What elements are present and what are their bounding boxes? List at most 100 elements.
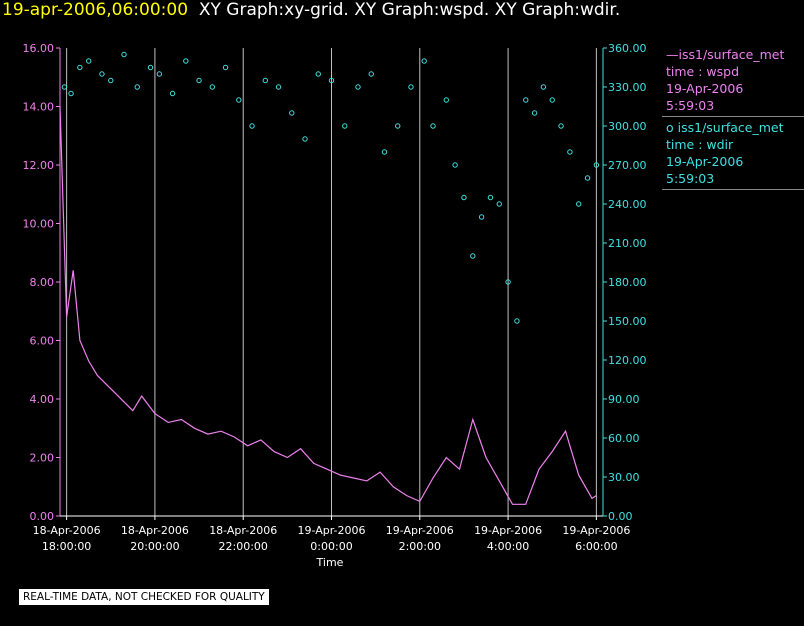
legend: —iss1/surface_met time : wspd 19-Apr-200… <box>662 44 804 190</box>
wdir-point <box>262 77 268 84</box>
wdir-point <box>328 77 335 84</box>
wdir-point <box>408 84 414 90</box>
chart-title: 19-apr-2006,06:00:00 XY Graph:xy-grid. X… <box>2 0 620 20</box>
wdir-point <box>452 162 458 168</box>
y-right-tick-label: 150.00 <box>608 315 647 328</box>
wdir-point <box>147 64 154 71</box>
x-tick-label-date: 19-Apr-2006 <box>562 524 630 537</box>
y-right-tick-label: 270.00 <box>608 159 647 172</box>
wdir-point <box>549 97 555 103</box>
y-right-tick-label: 300.00 <box>608 120 647 133</box>
wdir-point <box>505 279 511 285</box>
wdir-point <box>85 58 92 64</box>
legend-wspd-var: time : wspd <box>666 64 740 79</box>
y-left-tick-label: 4.00 <box>30 393 55 406</box>
wdir-point <box>315 71 321 77</box>
wdir-point <box>395 123 401 129</box>
y-right-tick-label: 60.00 <box>608 432 640 445</box>
y-left-tick-label: 14.00 <box>23 101 55 114</box>
x-tick-label-time: 2:00:00 <box>399 540 441 553</box>
y-left-tick-label: 0.00 <box>30 510 55 523</box>
x-tick-label-time: 18:00:00 <box>42 540 91 553</box>
legend-wdir-time: 5:59:03 <box>666 171 715 186</box>
wdir-point <box>121 51 127 58</box>
x-tick-label-time: 22:00:00 <box>219 540 268 553</box>
wdir-point <box>567 149 573 155</box>
x-tick-label-date: 19-Apr-2006 <box>297 524 365 537</box>
wdir-point <box>470 253 476 259</box>
y-left-tick-label: 10.00 <box>23 218 55 231</box>
legend-wspd-time: 5:59:03 <box>666 98 715 113</box>
x-tick-label-time: 4:00:00 <box>487 540 529 553</box>
wdir-point <box>183 58 189 64</box>
legend-wspd-source: —iss1/surface_met <box>666 47 785 62</box>
wdir-point <box>342 123 348 129</box>
legend-wspd-date: 19-Apr-2006 <box>666 81 744 96</box>
x-tick-label-time: 20:00:00 <box>130 540 179 553</box>
legend-wdir-source: o iss1/surface_met <box>666 120 784 135</box>
wdir-point <box>61 84 68 90</box>
legend-wdir: o iss1/surface_met time : wdir 19-Apr-20… <box>662 117 804 190</box>
legend-wspd: —iss1/surface_met time : wspd 19-Apr-200… <box>662 44 804 117</box>
wdir-point <box>302 136 308 142</box>
legend-wdir-date: 19-Apr-2006 <box>666 154 744 169</box>
y-left-tick-label: 8.00 <box>30 276 55 289</box>
x-axis-label: Time <box>316 556 344 569</box>
wdir-point <box>108 77 114 84</box>
wdir-point <box>531 110 538 116</box>
wdir-point <box>99 71 105 77</box>
wdir-point <box>496 201 502 207</box>
wdir-point <box>196 77 202 84</box>
wdir-point <box>487 194 494 201</box>
y-right-tick-label: 330.00 <box>608 81 647 94</box>
wdir-point <box>523 97 529 103</box>
title-timestamp: 19-apr-2006,06:00:00 <box>2 0 189 20</box>
y-right-tick-label: 0.00 <box>608 510 633 523</box>
wdir-point <box>222 64 229 71</box>
wdir-point <box>461 194 467 201</box>
title-graphs: XY Graph:xy-grid. XY Graph:wspd. XY Grap… <box>198 0 621 20</box>
wdir-point <box>584 175 591 181</box>
y-right-tick-label: 180.00 <box>608 276 647 289</box>
wdir-point <box>540 84 547 90</box>
y-right-tick-label: 90.00 <box>608 393 640 406</box>
wdir-point <box>289 110 295 116</box>
wdir-point <box>430 123 436 129</box>
wdir-point <box>381 149 388 155</box>
y-left-tick-label: 12.00 <box>23 159 55 172</box>
x-tick-label-date: 18-Apr-2006 <box>209 524 277 537</box>
wdir-point <box>249 123 255 129</box>
wdir-point <box>68 90 74 97</box>
wdir-point <box>355 84 361 90</box>
wdir-point <box>77 64 83 71</box>
wdir-point <box>236 97 242 103</box>
y-right-tick-label: 240.00 <box>608 198 647 211</box>
y-left-tick-label: 16.00 <box>23 42 55 55</box>
wdir-point <box>134 84 140 90</box>
wdir-point <box>421 58 427 64</box>
x-tick-label-date: 19-Apr-2006 <box>474 524 542 537</box>
wdir-point <box>368 71 374 77</box>
wdir-point <box>576 201 582 207</box>
y-right-tick-label: 360.00 <box>608 42 647 55</box>
y-left-tick-label: 6.00 <box>30 335 55 348</box>
x-tick-label-date: 19-Apr-2006 <box>386 524 454 537</box>
y-right-tick-label: 30.00 <box>608 471 640 484</box>
y-right-tick-label: 210.00 <box>608 237 647 250</box>
y-left-tick-label: 2.00 <box>30 452 55 465</box>
wspd-line <box>59 106 597 505</box>
x-tick-label-time: 0:00:00 <box>310 540 352 553</box>
quality-note: REAL-TIME DATA, NOT CHECKED FOR QUALITY <box>19 589 269 605</box>
x-tick-label-date: 18-Apr-2006 <box>33 524 101 537</box>
wdir-point <box>443 97 449 103</box>
wdir-point <box>209 84 216 90</box>
wdir-point <box>275 84 282 90</box>
x-tick-label-time: 6:00:00 <box>575 540 617 553</box>
wdir-point <box>593 162 600 168</box>
x-tick-label-date: 18-Apr-2006 <box>121 524 189 537</box>
wdir-point <box>169 90 176 97</box>
y-right-tick-label: 120.00 <box>608 354 647 367</box>
wdir-point <box>558 123 564 129</box>
legend-wdir-var: time : wdir <box>666 137 734 152</box>
